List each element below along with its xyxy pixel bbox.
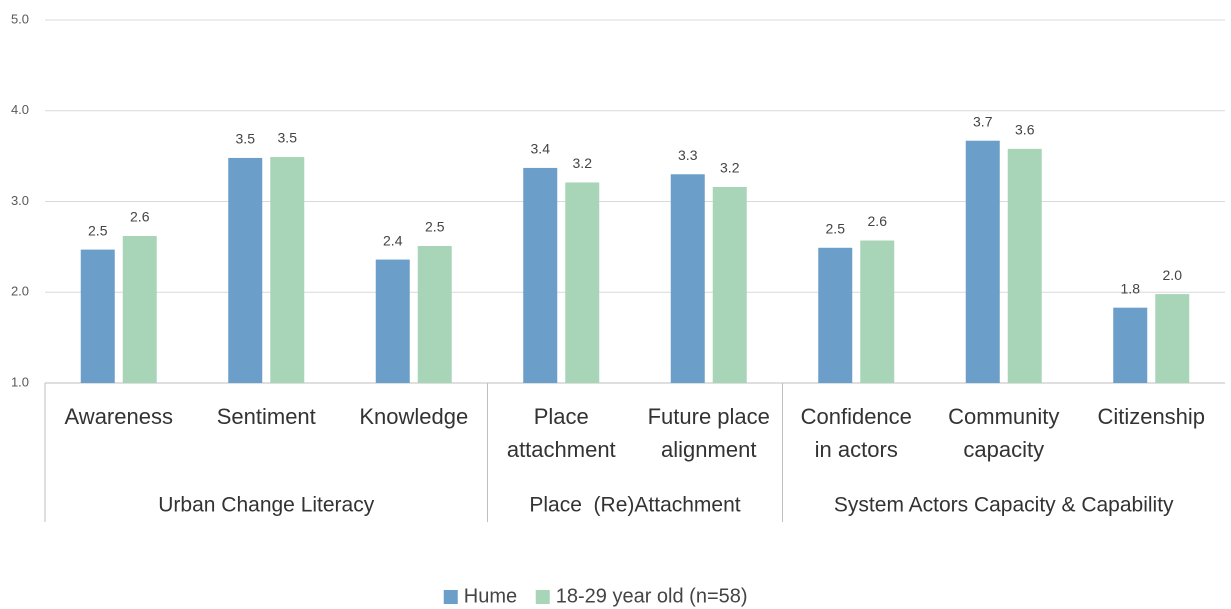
value-label: 2.6 bbox=[130, 209, 150, 225]
bar bbox=[417, 245, 452, 383]
x-tick-label: Place bbox=[534, 404, 589, 429]
x-tick-label: Sentiment bbox=[217, 404, 316, 429]
x-tick-label: Future place bbox=[648, 404, 770, 429]
value-label: 2.0 bbox=[1163, 267, 1183, 283]
x-tick-label: Community bbox=[948, 404, 1059, 429]
bar bbox=[1007, 148, 1042, 383]
y-tick-label: 1.0 bbox=[11, 374, 29, 389]
value-label: 2.6 bbox=[868, 213, 888, 229]
value-label: 2.5 bbox=[826, 220, 846, 236]
bar bbox=[122, 235, 157, 383]
bar bbox=[1155, 294, 1190, 383]
legend-label: Hume bbox=[464, 585, 517, 607]
value-label: 3.2 bbox=[573, 155, 593, 171]
value-label: 2.4 bbox=[383, 232, 403, 248]
legend-label: 18-29 year old (n=58) bbox=[556, 585, 748, 607]
bar bbox=[670, 174, 705, 383]
x-tick-label: capacity bbox=[963, 437, 1044, 462]
value-label: 3.3 bbox=[678, 147, 698, 163]
value-label: 2.5 bbox=[88, 222, 108, 238]
x-tick-label: alignment bbox=[661, 437, 756, 462]
value-label: 2.5 bbox=[425, 219, 445, 235]
y-tick-label: 2.0 bbox=[11, 284, 29, 299]
bar bbox=[965, 140, 1000, 383]
value-label: 3.4 bbox=[531, 141, 551, 157]
bar bbox=[375, 259, 410, 383]
x-tick-label: Citizenship bbox=[1097, 404, 1205, 429]
x-tick-label: Awareness bbox=[65, 404, 173, 429]
value-label: 3.5 bbox=[278, 130, 298, 146]
x-tick-label: Knowledge bbox=[359, 404, 468, 429]
x-tick-label: Confidence bbox=[801, 404, 912, 429]
bar bbox=[712, 186, 747, 383]
value-label: 1.8 bbox=[1121, 280, 1141, 296]
value-label: 3.5 bbox=[236, 131, 256, 147]
value-label: 3.6 bbox=[1015, 122, 1035, 138]
bar bbox=[270, 157, 305, 383]
x-tick-label: in actors bbox=[815, 437, 898, 462]
bar bbox=[565, 182, 600, 383]
bar bbox=[818, 247, 853, 383]
group-label: Urban Change Literacy bbox=[158, 494, 374, 517]
value-label: 3.7 bbox=[973, 113, 993, 129]
legend-swatch bbox=[443, 590, 458, 604]
x-tick-label: attachment bbox=[507, 437, 616, 462]
legend-swatch bbox=[535, 590, 550, 604]
bar bbox=[80, 249, 115, 383]
y-tick-label: 5.0 bbox=[11, 11, 29, 26]
bar bbox=[523, 167, 558, 383]
bar bbox=[228, 157, 263, 383]
bar bbox=[860, 240, 895, 383]
bar bbox=[1113, 307, 1148, 383]
group-label: Place (Re)Attachment bbox=[529, 494, 740, 517]
y-tick-label: 3.0 bbox=[11, 193, 29, 208]
value-label: 3.2 bbox=[720, 160, 740, 176]
y-tick-label: 4.0 bbox=[11, 102, 29, 117]
group-label: System Actors Capacity & Capability bbox=[834, 494, 1174, 517]
